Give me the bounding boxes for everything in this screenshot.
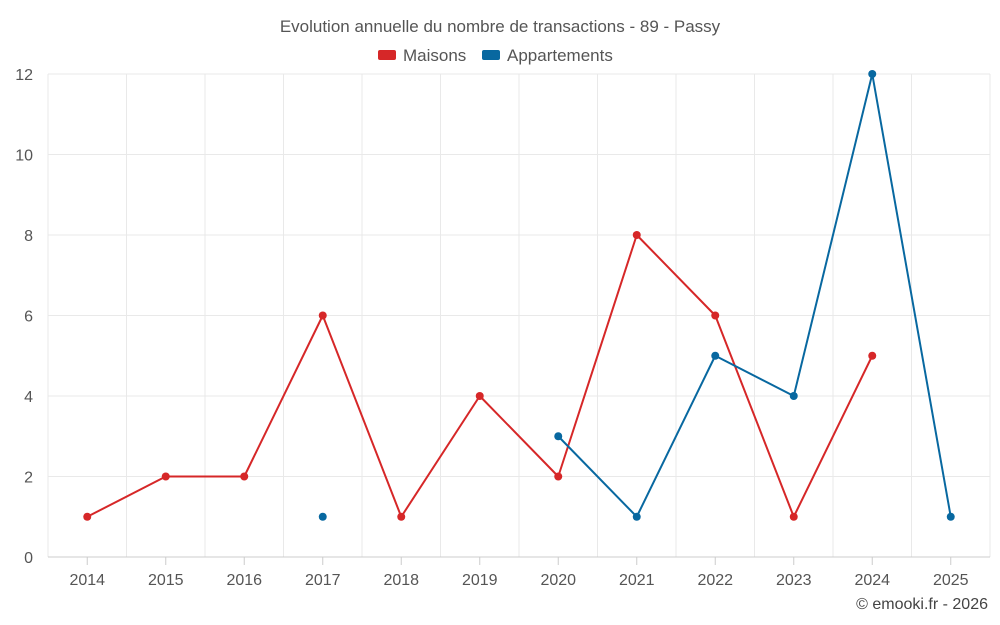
data-point-appartements-2023[interactable] — [789, 392, 798, 400]
data-point-maisons-2020[interactable] — [554, 472, 563, 481]
x-tick-label: 2016 — [226, 572, 262, 589]
data-point-appartements-2021[interactable] — [632, 512, 641, 521]
x-tick-label: 2020 — [540, 572, 576, 589]
data-point-maisons-2016[interactable] — [240, 472, 249, 481]
x-tick-label: 2017 — [305, 572, 341, 589]
series-line-appartements — [557, 73, 952, 518]
legend-label-appartements: Appartements — [507, 46, 613, 65]
x-tick-label: 2018 — [383, 572, 419, 589]
x-tick-label: 2025 — [933, 572, 969, 589]
series — [83, 70, 955, 521]
legend-label-maisons: Maisons — [403, 46, 466, 65]
y-tick-label: 0 — [24, 550, 33, 567]
legend-swatch-appartements — [482, 50, 500, 60]
legend-swatch-maisons — [378, 50, 396, 60]
data-point-maisons-2021[interactable] — [632, 231, 641, 239]
data-point-maisons-2017[interactable] — [318, 311, 327, 320]
legend-item-maisons[interactable]: Maisons — [378, 46, 466, 65]
x-tick-label: 2019 — [462, 572, 498, 589]
data-point-appartements-2024[interactable] — [868, 70, 877, 78]
data-point-maisons-2019[interactable] — [475, 392, 484, 400]
credit-text: © emooki.fr - 2026 — [856, 596, 988, 613]
x-tick-label: 2014 — [69, 572, 105, 589]
data-point-maisons-2015[interactable] — [161, 472, 170, 481]
x-tick-label: 2021 — [619, 572, 655, 589]
x-tick-label: 2023 — [776, 572, 812, 589]
y-tick-label: 4 — [24, 389, 33, 406]
x-tick-label: 2015 — [148, 572, 184, 589]
data-point-appartements-2017[interactable] — [318, 512, 327, 521]
y-tick-label: 6 — [24, 309, 33, 326]
data-point-appartements-2022[interactable] — [711, 351, 720, 360]
y-tick-label: 12 — [15, 67, 33, 84]
grid — [47, 73, 991, 557]
y-tick-label: 8 — [24, 228, 33, 245]
y-tick-label: 2 — [24, 470, 33, 487]
x-tick-label: 2024 — [854, 572, 890, 589]
data-point-appartements-2020[interactable] — [554, 432, 563, 441]
data-point-maisons-2018[interactable] — [397, 512, 406, 521]
legend[interactable]: Maisons Appartements — [378, 46, 613, 65]
x-tick-label: 2022 — [697, 572, 733, 589]
axes: 0 2 4 6 8 10 12 2014 2015 2016 2017 2018 2019 2020 202… — [15, 67, 990, 589]
data-point-maisons-2014[interactable] — [83, 512, 92, 521]
chart-title: Evolution annuelle du nombre de transact… — [280, 17, 721, 36]
data-point-maisons-2022[interactable] — [711, 311, 720, 320]
legend-item-appartements[interactable]: Appartements — [482, 46, 613, 65]
y-tick-label: 10 — [15, 148, 33, 165]
data-point-maisons-2024[interactable] — [868, 351, 877, 360]
data-point-maisons-2023[interactable] — [789, 512, 798, 521]
data-point-appartements-2025[interactable] — [946, 512, 955, 521]
